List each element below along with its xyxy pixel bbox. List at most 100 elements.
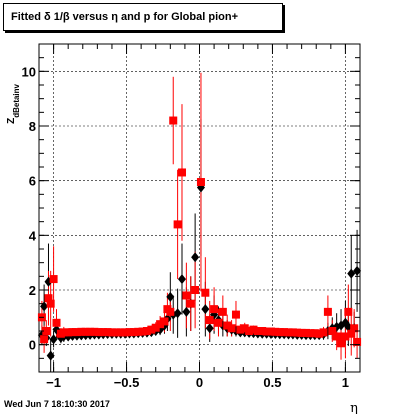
x-tick-label: 1	[342, 375, 349, 390]
data-point	[266, 327, 275, 336]
data-point	[353, 337, 362, 346]
data-point	[245, 327, 254, 335]
data-point	[169, 116, 178, 125]
data-point	[107, 328, 116, 337]
data-point	[344, 307, 353, 316]
data-point	[46, 350, 55, 361]
data-point	[275, 328, 284, 337]
y-tick-label: 10	[22, 64, 36, 79]
data-point	[103, 328, 112, 337]
data-point	[81, 327, 90, 336]
data-point	[302, 328, 311, 337]
y-tick-label: 2	[29, 283, 36, 298]
data-point	[49, 275, 58, 284]
data-point	[319, 328, 328, 337]
data-point	[201, 304, 210, 315]
data-point	[258, 327, 267, 335]
y-tick-label: 0	[29, 338, 36, 353]
axis-ticks	[38, 43, 361, 373]
data-point	[112, 328, 121, 337]
y-tick-label: 4	[29, 228, 37, 243]
data-point	[44, 294, 53, 303]
data-point	[125, 328, 134, 337]
grid-lines	[39, 44, 360, 372]
data-point	[59, 328, 68, 337]
data-point	[201, 288, 210, 297]
x-tick-label: 0.5	[263, 375, 281, 390]
data-point	[99, 328, 108, 337]
data-point	[323, 307, 332, 316]
x-tick-label: −1	[46, 375, 61, 390]
y-tick-label: 8	[29, 119, 36, 134]
data-point	[142, 327, 151, 335]
data-point	[191, 286, 200, 294]
data-point	[315, 329, 324, 338]
data-point	[94, 328, 103, 337]
data-point	[68, 328, 77, 337]
data-point	[42, 327, 51, 335]
data-point	[205, 323, 214, 334]
plot-title-text: Fitted δ 1/β versus η and p for Global p…	[11, 11, 238, 23]
data-point	[297, 328, 306, 337]
data-point	[218, 307, 227, 316]
data-point	[116, 328, 125, 337]
data-point	[214, 318, 223, 327]
data-markers	[37, 116, 362, 361]
data-point	[182, 306, 191, 317]
data-point	[177, 274, 186, 285]
data-point	[227, 324, 236, 333]
data-point	[337, 339, 346, 348]
x-tick-label: 0	[196, 375, 203, 390]
data-point	[46, 299, 55, 308]
y-axis-label: ZdBetainv	[6, 83, 21, 123]
data-point	[310, 329, 319, 338]
x-tick-label: −0.5	[114, 375, 140, 390]
data-point	[191, 252, 200, 263]
data-point	[64, 328, 73, 337]
data-point	[160, 317, 169, 326]
data-point	[223, 321, 232, 330]
data-point	[121, 328, 130, 337]
data-point	[196, 178, 205, 187]
data-point	[147, 325, 156, 334]
data-point	[182, 291, 191, 300]
data-point	[347, 268, 356, 279]
data-point	[72, 328, 81, 337]
data-point	[151, 323, 160, 332]
data-point	[341, 332, 350, 341]
data-point	[166, 307, 175, 316]
data-point	[240, 324, 249, 333]
data-point	[86, 327, 95, 336]
data-point	[173, 308, 182, 319]
data-point	[210, 305, 219, 314]
data-point	[328, 327, 337, 335]
data-point	[77, 327, 86, 336]
data-point	[129, 328, 138, 337]
data-point	[332, 332, 341, 341]
data-point	[173, 220, 182, 229]
data-point	[347, 329, 356, 338]
data-point	[288, 328, 297, 337]
y-tick-label: 6	[29, 174, 36, 189]
data-point	[231, 310, 240, 319]
data-point	[177, 168, 186, 177]
data-point	[280, 328, 289, 337]
data-point	[166, 291, 175, 302]
data-point	[156, 320, 165, 329]
data-point	[90, 327, 99, 336]
data-point	[186, 299, 195, 308]
data-point	[40, 335, 49, 344]
timestamp: Wed Jun 7 18:10:30 2017	[4, 399, 110, 409]
x-axis-label: η	[350, 401, 358, 414]
data-point	[284, 328, 293, 337]
data-point	[249, 325, 258, 334]
data-point	[253, 327, 262, 335]
data-point	[205, 316, 214, 325]
data-point	[262, 327, 271, 336]
plot-title: Fitted δ 1/β versus η and p for Global p…	[3, 3, 283, 31]
data-point	[306, 329, 315, 338]
data-point	[49, 334, 58, 345]
data-point	[134, 327, 143, 336]
